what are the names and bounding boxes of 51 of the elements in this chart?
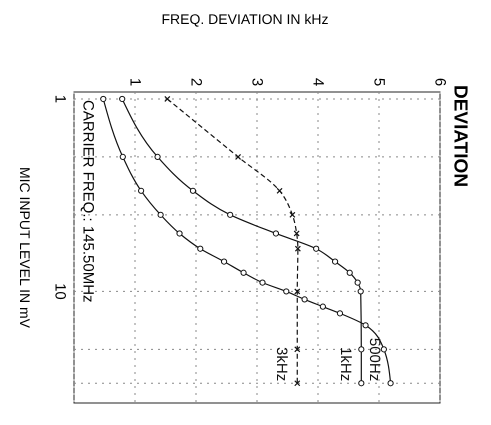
point <box>354 280 361 286</box>
point <box>154 154 161 160</box>
point <box>320 304 326 310</box>
point <box>294 246 301 252</box>
point <box>138 188 144 194</box>
point <box>346 270 353 276</box>
text: 500Hz <box>366 338 384 382</box>
text: 3kHz <box>272 347 290 382</box>
x-tick-label: 4 <box>310 78 326 86</box>
point <box>387 380 394 386</box>
point <box>240 270 247 276</box>
annotation: CARRIER FREQ.: 145.50MHz <box>80 100 96 303</box>
point <box>294 380 300 386</box>
y-axis-title: MIC INPUT LEVEL IN mV <box>17 166 33 329</box>
text: 1kHz <box>336 347 354 382</box>
point <box>227 212 234 218</box>
point <box>362 322 369 328</box>
point <box>276 188 283 194</box>
point <box>158 212 164 218</box>
point <box>358 288 364 295</box>
point <box>119 96 126 102</box>
point <box>234 154 242 160</box>
point <box>380 346 387 352</box>
text: DEVIATION <box>450 85 470 188</box>
x-axis-title: FREQ. DEVIATION IN kHz <box>162 11 328 27</box>
x-tick-label: 1 <box>126 78 144 86</box>
point <box>336 310 344 316</box>
point <box>294 346 300 352</box>
point <box>259 280 266 286</box>
point <box>100 96 106 102</box>
y-tick-label: 10 <box>52 283 68 300</box>
point <box>164 96 170 102</box>
x-tick-label: 6 <box>432 78 448 86</box>
point <box>272 230 280 237</box>
point <box>294 288 300 295</box>
point <box>190 188 196 194</box>
x-tick-label: 3 <box>248 78 266 86</box>
point <box>358 346 364 352</box>
point <box>197 246 204 252</box>
point <box>120 154 126 160</box>
point <box>358 380 364 386</box>
point <box>332 258 338 265</box>
point <box>220 258 228 265</box>
point <box>313 246 320 252</box>
x-tick-label: 5 <box>370 78 388 86</box>
point <box>294 230 300 237</box>
point <box>301 296 308 302</box>
point <box>176 230 183 237</box>
point <box>283 288 290 295</box>
x-tick-label: 2 <box>188 78 204 86</box>
point <box>289 212 296 218</box>
